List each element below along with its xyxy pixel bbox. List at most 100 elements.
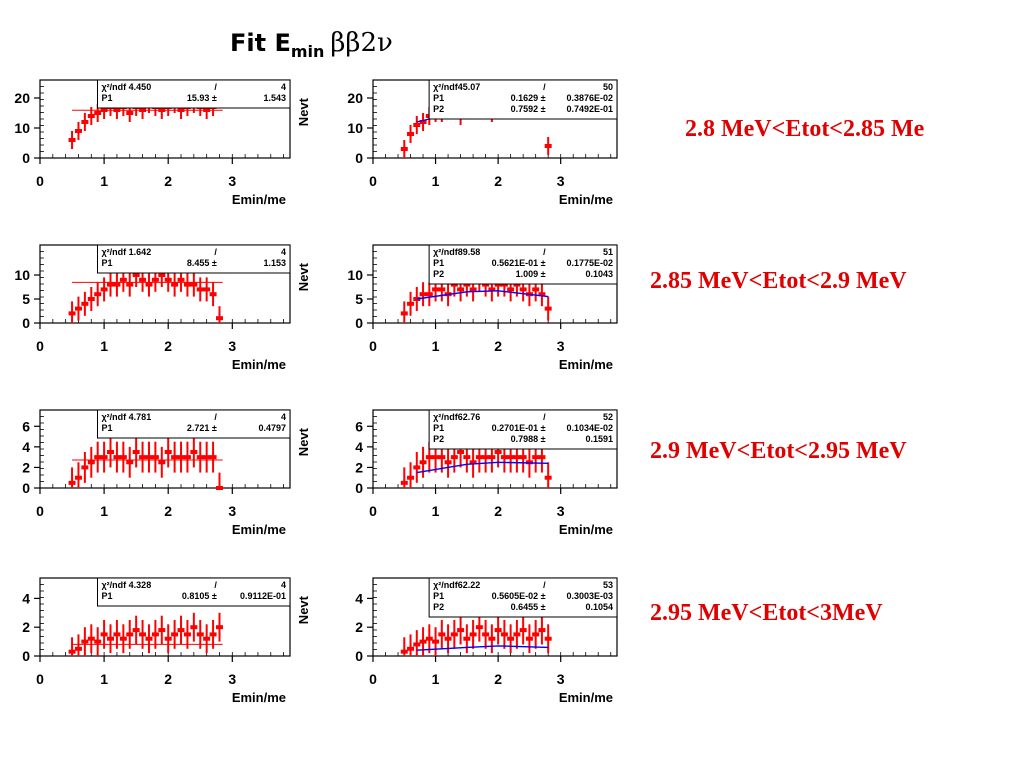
y-tick-label: 6 <box>22 418 30 434</box>
stats-error: 0.3876E-02 <box>566 93 613 103</box>
stats-value: 0.6455 ± <box>511 602 546 612</box>
y-tick-label: 2 <box>22 459 30 475</box>
stats-value: / <box>214 247 217 257</box>
data-point <box>432 287 440 292</box>
y-tick-label: 10 <box>14 120 30 136</box>
data-point <box>74 646 82 651</box>
data-point <box>132 628 140 633</box>
x-tick-label: 3 <box>557 671 565 687</box>
data-point <box>525 636 533 641</box>
y-axis-label: Nevt <box>296 595 311 624</box>
x-tick-label: 2 <box>164 671 172 687</box>
data-point <box>81 301 89 306</box>
y-tick-label: 20 <box>14 90 30 106</box>
stats-name: P1 <box>102 93 113 103</box>
x-axis-label: Emin/me <box>559 522 613 537</box>
stats-name: χ²/ndf62.22 <box>433 580 480 590</box>
energy-range-label-3: 2.9 MeV<Etot<2.95 MeV <box>650 438 907 464</box>
x-axis-label: Emin/me <box>232 357 286 372</box>
data-point <box>68 480 76 485</box>
data-point <box>100 455 108 460</box>
data-point <box>432 639 440 644</box>
stats-value: 8.455 ± <box>187 258 217 268</box>
data-point <box>400 311 408 316</box>
fit-stats-box <box>428 577 618 618</box>
stats-value: / <box>214 580 217 590</box>
data-point <box>151 632 159 637</box>
data-point <box>507 636 515 641</box>
x-tick-label: 1 <box>432 503 440 519</box>
y-tick-label: 20 <box>347 90 363 106</box>
x-tick-label: 2 <box>164 503 172 519</box>
data-point <box>209 632 217 637</box>
data-point <box>400 649 408 654</box>
x-tick-label: 3 <box>228 173 236 189</box>
data-point <box>463 636 471 641</box>
stats-error: 0.7492E-01 <box>566 104 613 114</box>
x-tick-label: 2 <box>494 671 502 687</box>
data-point <box>538 292 546 297</box>
data-point <box>119 636 127 641</box>
data-point <box>68 311 76 316</box>
data-point <box>215 316 223 321</box>
stats-name: P1 <box>433 258 444 268</box>
x-tick-label: 3 <box>557 338 565 354</box>
data-point <box>190 625 198 630</box>
data-point <box>482 455 490 460</box>
stats-name: P2 <box>433 269 444 279</box>
y-tick-label: 4 <box>355 439 363 455</box>
data-point <box>107 282 115 287</box>
data-point <box>68 649 76 654</box>
y-tick-label: 0 <box>22 480 30 496</box>
data-point <box>469 287 477 292</box>
title-subscript: min <box>290 41 325 61</box>
y-tick-label: 5 <box>22 291 30 307</box>
x-tick-label: 0 <box>36 503 44 519</box>
data-point <box>457 450 465 454</box>
data-point <box>203 636 211 641</box>
data-point <box>158 273 166 277</box>
x-tick-label: 1 <box>432 671 440 687</box>
data-point <box>177 277 185 282</box>
data-point <box>438 455 446 460</box>
data-point <box>419 292 427 297</box>
stats-name: P2 <box>433 434 444 444</box>
data-point <box>488 455 496 460</box>
stats-name: χ²/ndf 4.328 <box>102 580 152 590</box>
data-point <box>494 450 502 454</box>
data-point <box>475 625 483 630</box>
stats-name: P1 <box>433 423 444 433</box>
x-axis-label: Emin/me <box>232 522 286 537</box>
data-point <box>81 639 89 644</box>
data-point <box>438 632 446 637</box>
stats-error: 50 <box>603 82 613 92</box>
data-point <box>519 287 527 292</box>
data-point <box>126 460 134 465</box>
stats-value: / <box>214 82 217 92</box>
stats-name: P1 <box>433 93 444 103</box>
data-point <box>488 287 496 292</box>
data-point <box>450 632 458 637</box>
histogram-panel-left-2: 0 5 10 0 1 2 3 Emin/me χ²/ndf 1.642 / 4 P1 8.455 ± 1.… <box>14 244 291 372</box>
data-point <box>119 277 127 282</box>
y-tick-label: 0 <box>22 315 30 331</box>
data-point <box>139 455 147 460</box>
histogram-panel-left-4: 0 2 4 0 1 2 3 Emin/me χ²/ndf 4.328 / 4 P1 0.8105 ± 0.… <box>22 577 291 705</box>
data-point <box>209 292 217 297</box>
y-tick-label: 2 <box>355 459 363 475</box>
stats-value: 0.8105 ± <box>182 591 217 601</box>
data-point <box>419 120 427 124</box>
histogram-panel-right-4: 0 2 4 0 1 2 3 Emin/me Nevt χ²/ndf62.22 / 53 P1 0.5605… <box>296 577 618 705</box>
data-point <box>407 475 415 480</box>
data-point <box>145 455 153 460</box>
fit-stats-box <box>97 244 291 274</box>
stats-name: χ²/ndf89.58 <box>433 247 480 257</box>
x-axis-label: Emin/me <box>559 690 613 705</box>
data-point <box>74 475 82 480</box>
stats-error: 52 <box>603 412 613 422</box>
data-point <box>74 306 82 311</box>
energy-range-label-1: 2.8 MeV<Etot<2.85 Me <box>685 116 925 142</box>
data-point <box>419 639 427 644</box>
data-point <box>87 636 95 641</box>
x-tick-label: 1 <box>100 503 108 519</box>
